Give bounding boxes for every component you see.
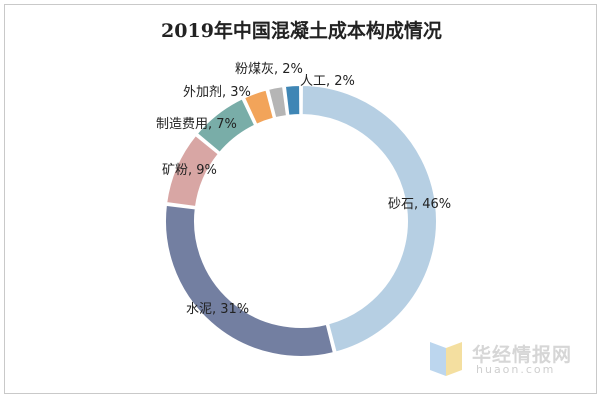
slice-label: 制造费用, 7%: [156, 117, 237, 132]
slice-label: 矿粉, 9%: [162, 163, 217, 178]
slice-label: 粉煤灰, 2%: [235, 62, 303, 77]
donut-slice: [195, 97, 257, 155]
donut-slice: [242, 88, 276, 127]
donut-slice: [164, 203, 336, 358]
donut-slice: [266, 85, 289, 120]
chart-title: 2019年中国混凝土成本构成情况: [161, 20, 442, 42]
watermark-logo-icon: [430, 342, 462, 376]
watermark: 华经情报网 huaon.com: [426, 336, 596, 380]
slice-label: 外加剂, 3%: [183, 85, 251, 100]
donut-slice: [300, 83, 438, 354]
watermark-name: 华经情报网: [472, 344, 573, 366]
watermark-url: huaon.com: [476, 363, 556, 376]
slice-label: 人工, 2%: [300, 74, 355, 89]
donut-slice: [283, 83, 302, 117]
slice-label: 水泥, 31%: [186, 302, 249, 317]
slice-label: 砂石, 46%: [388, 197, 451, 212]
donut-slice: [165, 133, 221, 209]
